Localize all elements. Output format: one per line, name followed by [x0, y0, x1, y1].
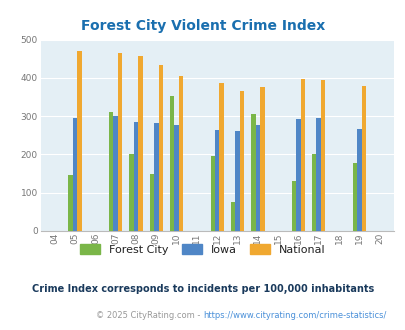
Bar [109, 112, 113, 231]
Bar [129, 154, 134, 231]
Bar [73, 118, 77, 231]
Bar [138, 56, 142, 231]
Bar [311, 154, 316, 231]
Bar [219, 83, 224, 231]
Bar [352, 163, 356, 231]
Text: https://www.cityrating.com/crime-statistics/: https://www.cityrating.com/crime-statist… [202, 311, 386, 320]
Bar [118, 52, 122, 231]
Text: © 2025 CityRating.com -: © 2025 CityRating.com - [96, 311, 202, 320]
Text: Forest City Violent Crime Index: Forest City Violent Crime Index [81, 19, 324, 33]
Bar [158, 65, 162, 231]
Bar [356, 129, 361, 231]
Bar [174, 125, 178, 231]
Bar [296, 119, 300, 231]
Bar [239, 90, 244, 231]
Bar [255, 125, 260, 231]
Bar [320, 80, 325, 231]
Bar [316, 118, 320, 231]
Bar [68, 176, 73, 231]
Bar [210, 155, 215, 231]
Bar [178, 76, 183, 231]
Legend: Forest City, Iowa, National: Forest City, Iowa, National [80, 245, 325, 255]
Bar [154, 123, 158, 231]
Bar [215, 130, 219, 231]
Bar [230, 202, 234, 231]
Bar [77, 51, 81, 231]
Bar [134, 122, 138, 231]
Text: Crime Index corresponds to incidents per 100,000 inhabitants: Crime Index corresponds to incidents per… [32, 284, 373, 294]
Bar [259, 87, 264, 231]
Bar [250, 114, 255, 231]
Bar [291, 181, 295, 231]
Bar [113, 116, 118, 231]
Bar [300, 79, 305, 231]
Bar [361, 85, 365, 231]
Bar [149, 174, 154, 231]
Bar [235, 131, 239, 231]
Bar [170, 96, 174, 231]
